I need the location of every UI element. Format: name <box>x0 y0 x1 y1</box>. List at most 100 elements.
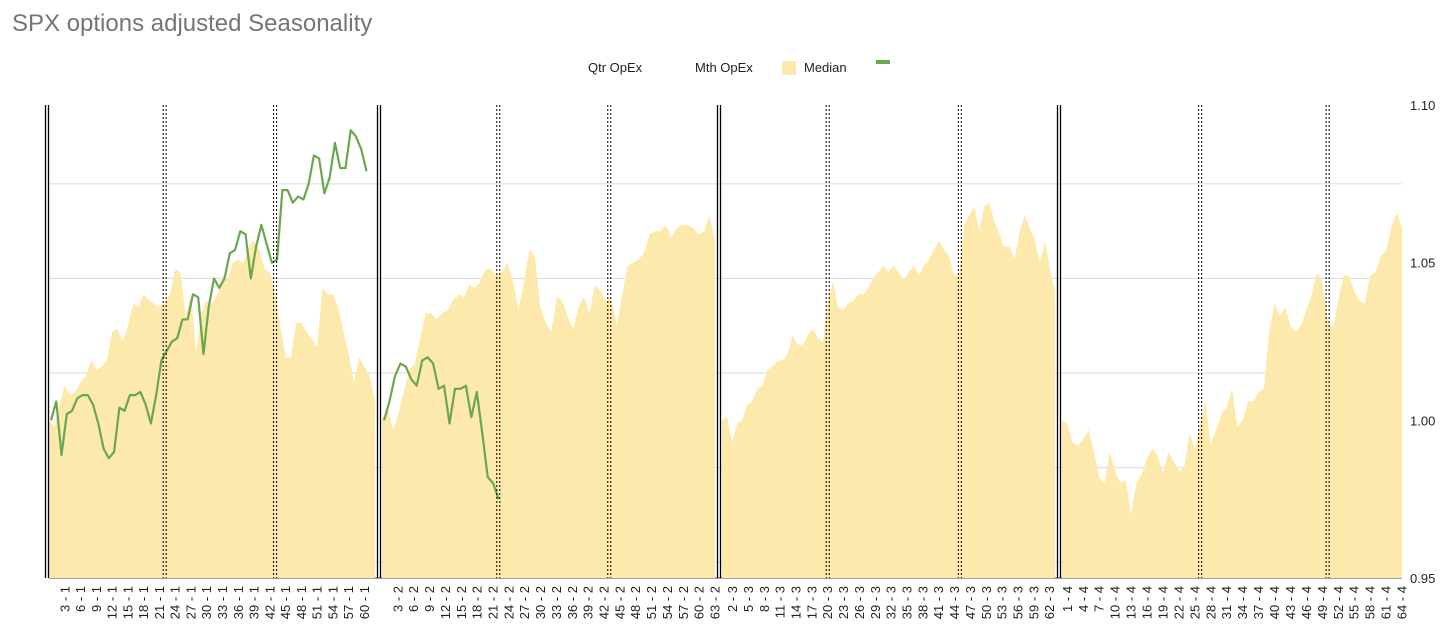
legend-swatch-median <box>782 60 796 75</box>
x-tick-label: 13 - 4 <box>1124 586 1139 619</box>
x-tick-label: 45 - 1 <box>278 586 293 619</box>
x-tick-label: 51 - 2 <box>644 586 659 619</box>
x-tick-label: 7 - 4 <box>1092 586 1107 612</box>
y-tick-label: 0.95 <box>1410 571 1435 586</box>
x-tick-label: 21 - 2 <box>486 586 501 619</box>
x-tick-label: 55 - 4 <box>1347 586 1362 619</box>
x-tick-label: 29 - 3 <box>868 586 883 619</box>
x-tick-label: 54 - 2 <box>660 586 675 619</box>
x-tick-label: 40 - 4 <box>1267 586 1282 619</box>
median-area-q1 <box>49 240 375 578</box>
x-tick-label: 8 - 3 <box>757 586 772 612</box>
x-tick-label: 23 - 3 <box>836 586 851 619</box>
x-tick-label: 16 - 4 <box>1140 586 1155 619</box>
x-tick-label: 43 - 4 <box>1283 586 1298 619</box>
x-tick-label: 3 - 2 <box>390 586 405 612</box>
x-tick-label: 41 - 3 <box>931 586 946 619</box>
x-tick-label: 3 - 1 <box>57 586 72 612</box>
x-tick-label: 15 - 2 <box>454 586 469 619</box>
x-tick-label: 18 - 2 <box>470 586 485 619</box>
legend-item-qtr-opex: Qtr OpEx <box>588 60 642 75</box>
y-tick-label: 1.00 <box>1410 413 1435 428</box>
y-tick-label: 1.05 <box>1410 256 1435 271</box>
x-tick-label: 20 - 3 <box>820 586 835 619</box>
x-tick-label: 48 - 1 <box>294 586 309 619</box>
x-tick-label: 45 - 2 <box>612 586 627 619</box>
x-tick-label: 53 - 3 <box>995 586 1010 619</box>
x-tick-label: 12 - 1 <box>105 586 120 619</box>
x-tick-label: 26 - 3 <box>852 586 867 619</box>
median-area-q4 <box>1062 212 1402 578</box>
x-tick-label: 61 - 4 <box>1379 586 1394 619</box>
x-tick-label: 15 - 1 <box>120 586 135 619</box>
x-tick-label: 33 - 2 <box>549 586 564 619</box>
x-tick-label: 4 - 4 <box>1076 586 1091 612</box>
x-tick-label: 27 - 2 <box>517 586 532 619</box>
x-tick-label: 36 - 1 <box>231 586 246 619</box>
x-tick-label: 39 - 1 <box>247 586 262 619</box>
y-axis: 1.10 1.05 1.00 0.95 <box>1410 98 1435 586</box>
qtr-opex-separator <box>716 105 722 578</box>
x-tick-label: 39 - 2 <box>581 586 596 619</box>
x-tick-label: 24 - 1 <box>168 586 183 619</box>
x-tick-label: 21 - 1 <box>152 586 167 619</box>
x-tick-label: 30 - 2 <box>533 586 548 619</box>
x-tick-label: 12 - 2 <box>438 586 453 619</box>
x-tick-label: 31 - 4 <box>1219 586 1234 619</box>
x-tick-label: 1 - 4 <box>1060 586 1075 612</box>
x-tick-label: 30 - 1 <box>199 586 214 619</box>
legend: Qtr OpEx Mth OpEx Median <box>0 58 1450 80</box>
x-tick-label: 64 - 4 <box>1395 586 1410 619</box>
x-tick-label: 6 - 2 <box>406 586 421 612</box>
x-tick-label: 36 - 2 <box>565 586 580 619</box>
x-tick-label: 60 - 2 <box>692 586 707 619</box>
x-tick-label: 11 - 3 <box>773 586 788 618</box>
x-tick-label: 57 - 2 <box>676 586 691 619</box>
x-tick-label: 52 - 4 <box>1331 586 1346 619</box>
legend-item-median: Median <box>782 60 847 75</box>
legend-label: Qtr OpEx <box>588 60 643 75</box>
x-tick-label: 54 - 1 <box>325 586 340 619</box>
x-tick-label: 57 - 1 <box>341 586 356 619</box>
x-tick-label: 10 - 4 <box>1108 586 1123 619</box>
x-tick-label: 5 - 3 <box>741 586 756 612</box>
x-tick-label: 60 - 1 <box>357 586 372 619</box>
x-tick-label: 58 - 4 <box>1363 586 1378 619</box>
x-tick-label: 42 - 2 <box>597 586 612 619</box>
x-tick-label: 9 - 2 <box>422 586 437 612</box>
x-tick-label: 37 - 4 <box>1251 586 1266 619</box>
x-tick-label: 38 - 3 <box>915 586 930 619</box>
x-tick-label: 42 - 1 <box>262 586 277 619</box>
legend-label: Median <box>804 60 847 75</box>
x-tick-label: 9 - 1 <box>89 586 104 612</box>
legend-item-series-3 <box>876 60 890 64</box>
x-tick-label: 2 - 3 <box>725 586 740 612</box>
qtr-opex-separator <box>1056 105 1062 578</box>
qtr-opex-separator <box>44 105 50 578</box>
legend-item-mth-opex: Mth OpEx <box>695 60 753 75</box>
x-tick-label: 62 - 3 <box>1042 586 1057 619</box>
x-tick-label: 33 - 1 <box>215 586 230 619</box>
x-tick-label: 32 - 3 <box>884 586 899 619</box>
x-tick-label: 50 - 3 <box>979 586 994 619</box>
x-tick-label: 48 - 2 <box>628 586 643 619</box>
x-tick-label: 46 - 4 <box>1299 586 1314 619</box>
median-area-q2 <box>382 215 715 578</box>
x-tick-label: 44 - 3 <box>947 586 962 619</box>
x-tick-label: 24 - 2 <box>501 586 516 619</box>
current-line-q1 <box>49 129 368 460</box>
x-tick-label: 22 - 4 <box>1171 586 1186 619</box>
x-tick-label: 56 - 3 <box>1011 586 1026 619</box>
x-tick-label: 49 - 4 <box>1315 586 1330 619</box>
x-tick-label: 51 - 1 <box>310 586 325 619</box>
chart-title: SPX options adjusted Seasonality <box>12 10 373 37</box>
legend-swatch-current <box>876 60 890 64</box>
x-tick-label: 63 - 2 <box>708 586 723 619</box>
x-tick-label: 18 - 1 <box>136 586 151 619</box>
x-tick-label: 59 - 3 <box>1026 586 1041 619</box>
current-line-q2 <box>382 356 500 500</box>
